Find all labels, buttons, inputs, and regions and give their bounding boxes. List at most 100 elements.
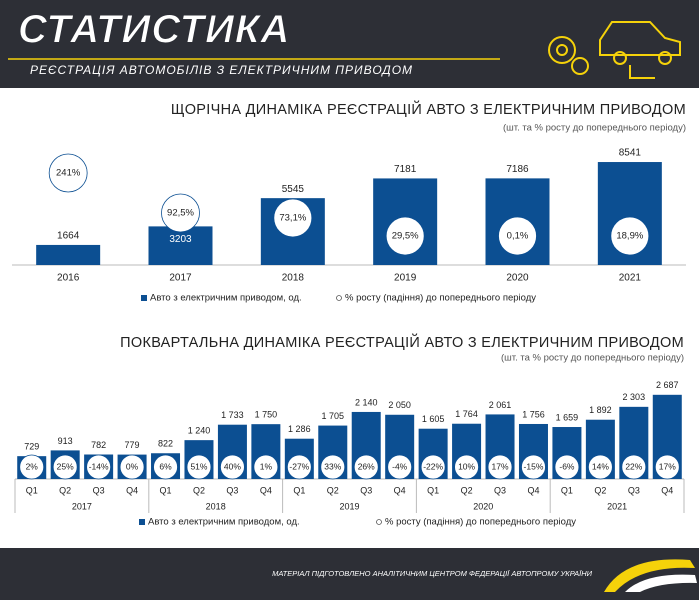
x-tick-label: 2016 [57, 273, 80, 284]
growth-label: -4% [392, 461, 408, 471]
group-label: 2019 [339, 501, 359, 511]
group-label: 2018 [206, 501, 226, 511]
legend-swatch [376, 519, 382, 525]
bar-value-label: 1 286 [288, 424, 311, 434]
group-label: 2020 [473, 501, 493, 511]
footer-logo [604, 559, 697, 592]
header-title: СТАТИСТИКА [18, 8, 290, 52]
group-label: 2021 [607, 501, 627, 511]
x-tick-label: Q3 [628, 485, 640, 495]
legend-swatch [336, 295, 342, 301]
growth-label: 1% [260, 461, 273, 471]
legend-label: Авто з електричним приводом, од. [150, 293, 302, 304]
bar-value-label: 1664 [57, 231, 80, 242]
growth-badge [387, 454, 413, 480]
x-tick-label: Q4 [527, 485, 539, 495]
header-subtitle: РЕЄСТРАЦІЯ АВТОМОБІЛІВ З ЕЛЕКТРИЧНИМ ПРИ… [30, 63, 413, 77]
growth-badge [220, 454, 245, 480]
growth-label: 29,5% [392, 231, 419, 242]
bar-value-label: 2 140 [355, 397, 378, 407]
x-tick-label: Q1 [293, 485, 305, 495]
growth-badge [273, 198, 313, 238]
growth-badge [119, 454, 145, 480]
legend-label: % росту (падіння) до попереднього період… [345, 293, 536, 304]
x-tick-label: Q1 [26, 485, 38, 495]
x-tick-label: Q4 [661, 485, 673, 495]
bar-value-label: 729 [24, 442, 39, 452]
bar-value-label: 1 764 [455, 409, 478, 419]
growth-label: -22% [423, 461, 443, 471]
bar-value-label: 5545 [282, 184, 305, 195]
bar [148, 226, 213, 265]
footer-text: МАТЕРІАЛ ПІДГОТОВЛЕНО АНАЛІТИЧНИМ ЦЕНТРО… [272, 569, 592, 578]
growth-label: -15% [524, 461, 544, 471]
car-icon [548, 21, 681, 79]
legend-label: % росту (падіння) до попереднього період… [385, 517, 576, 528]
bar-value-label: 2 061 [489, 400, 512, 410]
legend-swatch [139, 519, 145, 525]
growth-badge [48, 153, 88, 193]
x-tick-label: 2019 [394, 273, 417, 284]
bar-value-label: 913 [58, 436, 73, 446]
x-tick-label: Q2 [193, 485, 205, 495]
chart-subtitle: (шт. та % росту до попереднього періоду) [501, 353, 684, 364]
growth-badge [52, 454, 78, 480]
growth-badge [454, 454, 479, 480]
growth-badge [554, 454, 580, 480]
bar-value-label: 7186 [506, 164, 529, 175]
x-tick-label: 2020 [506, 273, 529, 284]
growth-label: 51% [190, 461, 207, 471]
growth-label: 73,1% [279, 213, 306, 224]
bar-value-label: 1 705 [322, 411, 345, 421]
growth-badge [153, 454, 178, 480]
growth-label: 6% [159, 461, 172, 471]
legend-label: Авто з електричним приводом, од. [148, 517, 300, 528]
growth-badge [253, 454, 279, 480]
x-tick-label: Q2 [327, 485, 339, 495]
x-tick-label: 2021 [619, 273, 642, 284]
bar-value-label: 7181 [394, 164, 417, 175]
x-tick-label: Q2 [59, 485, 71, 495]
bar-value-label: 1 750 [255, 410, 278, 420]
bar-value-label: 2 050 [388, 400, 411, 410]
growth-badge [420, 454, 446, 480]
growth-label: 26% [358, 461, 375, 471]
bar-value-label: 1 756 [522, 409, 545, 419]
growth-badge [19, 454, 45, 480]
growth-badge [587, 454, 613, 480]
growth-label: 33% [324, 461, 341, 471]
bar-value-label: 3203 [169, 234, 192, 245]
bar-value-label: 1 240 [188, 426, 211, 436]
growth-label: -27% [289, 461, 309, 471]
bar-value-label: 1 605 [422, 414, 445, 424]
growth-label: 18,9% [616, 231, 643, 242]
growth-label: 40% [224, 461, 241, 471]
x-tick-label: Q3 [360, 485, 372, 495]
growth-label: 17% [492, 461, 509, 471]
x-tick-label: Q3 [494, 485, 506, 495]
x-tick-label: Q1 [160, 485, 172, 495]
growth-label: 14% [592, 461, 609, 471]
growth-badge [286, 454, 312, 480]
growth-badge [385, 216, 425, 256]
x-tick-label: Q1 [561, 485, 573, 495]
x-tick-label: Q4 [394, 485, 406, 495]
bar-value-label: 2 687 [656, 380, 679, 390]
growth-badge [621, 454, 647, 480]
legend-swatch [141, 295, 147, 301]
growth-badge [353, 454, 379, 480]
growth-badge [498, 216, 537, 256]
x-tick-label: Q4 [260, 485, 272, 495]
group-label: 2017 [72, 501, 92, 511]
growth-label: 17% [659, 461, 676, 471]
growth-label: 25% [57, 461, 74, 471]
growth-badge [86, 454, 112, 480]
x-tick-label: Q4 [126, 485, 138, 495]
footer-band [0, 548, 699, 600]
x-tick-label: 2018 [282, 273, 305, 284]
growth-badge [654, 454, 680, 480]
bar [36, 244, 101, 265]
bar-value-label: 8541 [619, 148, 642, 159]
x-tick-label: 2017 [169, 273, 192, 284]
